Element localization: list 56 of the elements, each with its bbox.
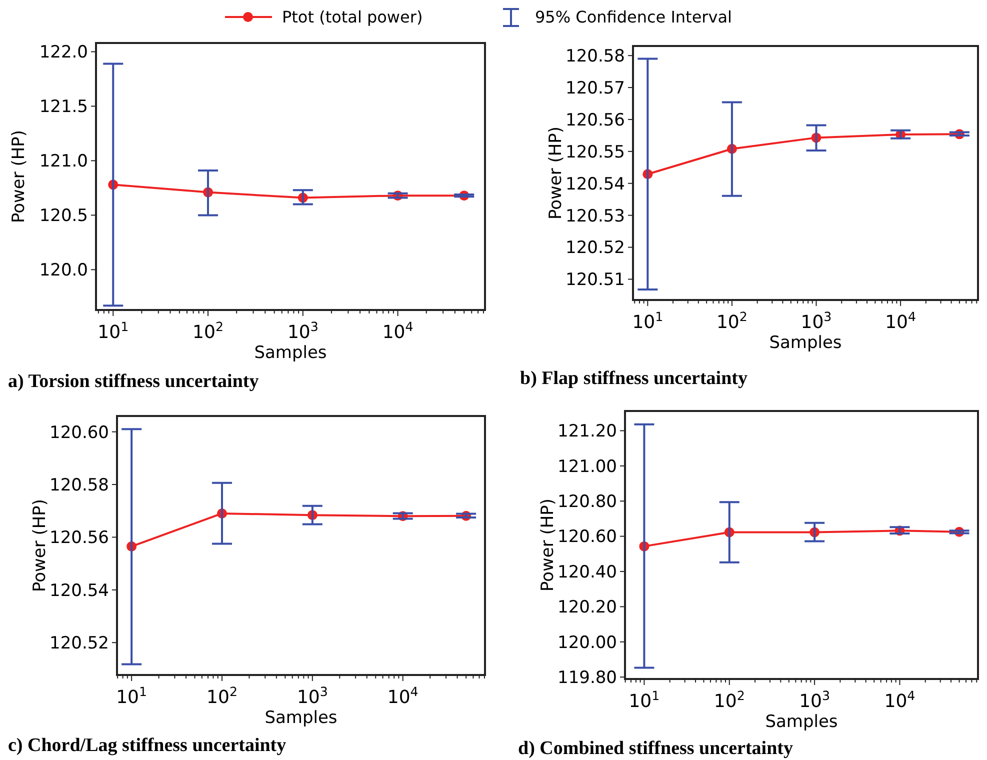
y-axis-title: Power (HP) [546,126,566,220]
x-tick-label: 10$^{3}$ [296,684,328,708]
y-tick-label: 120.52 [566,238,625,258]
y-axis-title: Power (HP) [30,498,50,592]
y-tick-label: 120.55 [566,142,625,162]
y-tick-label: 120.52 [50,634,109,654]
legend-label: Ptot (total power) [282,8,423,27]
y-axis-title: Power (HP) [9,130,29,224]
text: b) Flap stiffness uncertainty [520,368,748,389]
x-tick-label: 10$^{3}$ [799,688,830,712]
y-tick-label: 120.0 [39,260,88,281]
y-axis-title: Power (HP) [538,498,558,592]
y-tick-label: 120.58 [50,475,109,496]
x-tick-label: 10$^{1}$ [628,688,660,712]
text: c) Chord/Lag stiffness uncertainty [8,735,287,756]
y-tick-label: 120.40 [558,562,617,582]
text: d) Combined stiffness uncertainty [518,738,794,759]
y-tick-label: 121.0 [39,152,88,172]
y-tick-label: 120.60 [50,422,109,443]
x-tick-label: 10$^{2}$ [192,318,224,343]
y-tick-label: 120.58 [566,46,625,67]
x-axis-title: Samples [765,712,838,732]
text: a) Torsion stiffness uncertainty [8,371,260,392]
y-tick-label: 120.51 [566,270,625,290]
y-tick-label: 120.53 [566,206,625,226]
y-tick-label: 121.5 [39,97,88,118]
y-tick-label: 121.20 [558,422,617,442]
y-tick-label: 120.56 [50,528,109,548]
y-tick-label: 120.54 [566,174,625,194]
x-tick-label: 10$^{2}$ [714,688,745,712]
y-tick-label: 120.56 [566,110,625,130]
x-tick-label: 10$^{4}$ [884,688,916,712]
x-tick-label: 10$^{1}$ [98,318,129,343]
x-axis-title: Samples [264,708,338,728]
x-tick-label: 10$^{3}$ [800,308,832,333]
x-axis-title: Samples [769,333,842,353]
text: 95% Confidence Interval [535,8,732,27]
x-tick-label: 10$^{4}$ [387,684,418,708]
y-tick-label: 120.00 [558,632,617,653]
y-tick-label: 120.54 [50,580,109,601]
x-tick-label: 10$^{4}$ [885,308,916,333]
y-tick-label: 120.80 [558,492,617,512]
x-tick-label: 10$^{1}$ [632,308,664,333]
y-tick-label: 119.80 [558,668,617,688]
y-tick-label: 120.5 [39,206,88,226]
x-tick-label: 10$^{2}$ [716,308,748,333]
x-tick-label: 10$^{2}$ [206,684,238,708]
x-axis-title: Samples [254,343,327,363]
y-tick-label: 120.60 [558,527,617,548]
y-tick-label: 121.00 [558,456,617,477]
x-tick-label: 10$^{4}$ [382,318,414,343]
y-tick-label: 122.0 [39,42,88,63]
x-tick-label: 10$^{1}$ [116,684,148,708]
x-tick-label: 10$^{3}$ [287,318,318,343]
y-tick-label: 120.20 [558,598,617,618]
y-tick-label: 120.57 [566,78,625,98]
